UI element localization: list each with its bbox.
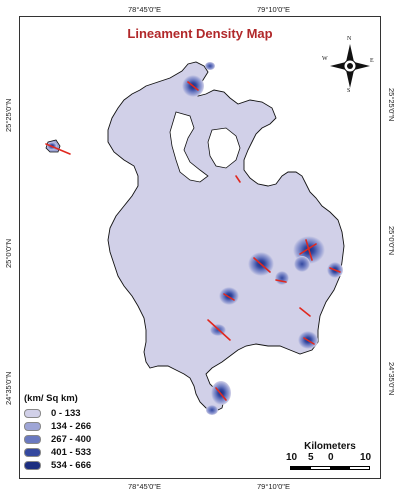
scale-segment (330, 467, 350, 469)
scale-tick: 0 (328, 452, 334, 463)
legend-item: 267 - 400 (24, 433, 144, 446)
coord-bottom-1: 78°45'0"E (128, 482, 161, 491)
hotspot-east-2 (294, 256, 310, 272)
scale-bar-ticks: 10 5 0 10 (286, 452, 380, 464)
lineament-8 (207, 319, 231, 341)
legend-label: 534 - 666 (51, 460, 92, 471)
lineament-3 (253, 257, 271, 273)
legend-item: 0 - 133 (24, 407, 144, 420)
lineament-5 (305, 239, 313, 261)
scale-bar: Kilometers 10 5 0 10 (286, 441, 380, 470)
scale-segment (310, 467, 330, 469)
legend-swatch (24, 422, 41, 431)
east-label: E (370, 58, 374, 64)
legend-label: 134 - 266 (51, 421, 92, 432)
compass-rose-icon (330, 44, 370, 88)
legend-swatch (24, 448, 41, 457)
scale-segment (291, 467, 311, 469)
coord-bottom-2: 79°10'0"E (257, 482, 290, 491)
map-title: Lineament Density Map (127, 26, 273, 41)
hotspot-central-east-2 (275, 271, 289, 285)
lineament-10 (303, 337, 315, 345)
legend: (km/ Sq km) 0 - 133 134 - 266 267 - 400 … (24, 393, 144, 472)
boundary-inlet-1 (169, 111, 209, 183)
lineaments (45, 81, 341, 401)
south-label: S (347, 88, 351, 94)
lineament-11 (215, 387, 227, 401)
legend-title: (km/ Sq km) (24, 393, 78, 404)
lineament-6 (329, 267, 341, 273)
scale-segment (349, 467, 369, 469)
west-label: W (322, 56, 328, 62)
lineament-9 (299, 307, 311, 317)
scale-bar-title: Kilometers (304, 441, 356, 452)
legend-swatch (24, 461, 41, 470)
lineament-7 (223, 293, 235, 301)
legend-item: 401 - 533 (24, 446, 144, 459)
lineament-13 (275, 279, 287, 283)
hotspot-south-2 (206, 405, 218, 415)
scale-tick: 5 (308, 452, 314, 463)
scale-tick: 10 (360, 452, 372, 463)
legend-item: 534 - 666 (24, 459, 144, 472)
legend-swatch (24, 409, 41, 418)
coord-top-1: 78°45'0"E (128, 5, 161, 14)
north-arrow: N S W E (322, 36, 374, 94)
scale-tick: 10 (286, 452, 298, 463)
boundary-inlet-2 (207, 127, 241, 169)
north-label: N (347, 36, 352, 42)
lineament-2 (45, 143, 71, 155)
hotspot-north-small (205, 62, 215, 70)
legend-swatch (24, 435, 41, 444)
lineament-1 (187, 81, 199, 91)
scale-bar-graphic (290, 466, 370, 470)
lineament-12 (235, 175, 241, 183)
coord-top-2: 79°10'0"E (257, 5, 290, 14)
legend-label: 401 - 533 (51, 447, 92, 458)
legend-label: 267 - 400 (51, 434, 92, 445)
legend-label: 0 - 133 (51, 408, 81, 419)
legend-item: 134 - 266 (24, 420, 144, 433)
district-boundary (107, 61, 345, 413)
hotspot-center (219, 287, 239, 305)
